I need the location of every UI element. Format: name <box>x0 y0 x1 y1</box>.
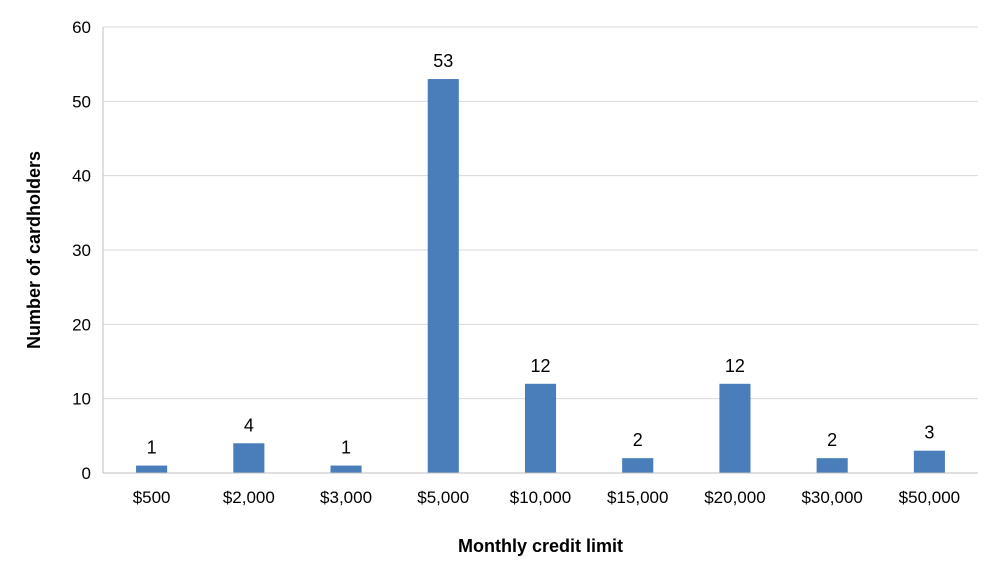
y-axis-title: Number of cardholders <box>24 151 44 349</box>
y-tick-label: 60 <box>72 18 91 37</box>
data-label: 2 <box>633 430 643 450</box>
y-tick-label: 10 <box>72 390 91 409</box>
x-tick-label: $15,000 <box>607 488 668 507</box>
x-axis-title: Monthly credit limit <box>458 536 623 556</box>
y-tick-label: 40 <box>72 167 91 186</box>
gridlines <box>103 26 978 400</box>
bar-3000 <box>330 465 362 473</box>
data-label: 1 <box>147 438 157 458</box>
data-label: 12 <box>725 356 745 376</box>
bar-2000 <box>233 443 265 473</box>
y-tick-label: 30 <box>72 241 91 260</box>
x-tick-label: $10,000 <box>510 488 571 507</box>
data-label: 1 <box>341 438 351 458</box>
bar-20000 <box>719 383 751 473</box>
x-tick-label: $500 <box>133 488 171 507</box>
x-tick-label: $3,000 <box>320 488 372 507</box>
x-tick-label: $5,000 <box>417 488 469 507</box>
bar-500 <box>136 465 168 473</box>
x-tick-label: $30,000 <box>801 488 862 507</box>
y-tick-label: 20 <box>72 315 91 334</box>
bar-15000 <box>622 458 654 473</box>
y-axis-ticks: 0 10 20 30 40 50 60 <box>72 18 91 483</box>
bar-50000 <box>913 450 945 473</box>
x-axis-ticks: $500 $2,000 $3,000 $5,000 $10,000 $15,000 $20,… <box>133 488 960 507</box>
data-labels: 1 4 1 53 12 2 12 2 3 <box>147 51 935 458</box>
data-label: 3 <box>924 423 934 443</box>
data-label: 12 <box>530 356 550 376</box>
data-label: 4 <box>244 415 254 435</box>
data-label: 2 <box>827 430 837 450</box>
bar-30000 <box>816 458 848 473</box>
x-tick-label: $2,000 <box>223 488 275 507</box>
y-tick-label: 50 <box>72 92 91 111</box>
data-label: 53 <box>433 51 453 71</box>
x-tick-label: $20,000 <box>704 488 765 507</box>
bar-5000 <box>427 79 459 474</box>
x-tick-label: $50,000 <box>899 488 960 507</box>
bars <box>136 79 945 474</box>
bar-10000 <box>524 383 557 473</box>
y-tick-label: 0 <box>82 464 91 483</box>
